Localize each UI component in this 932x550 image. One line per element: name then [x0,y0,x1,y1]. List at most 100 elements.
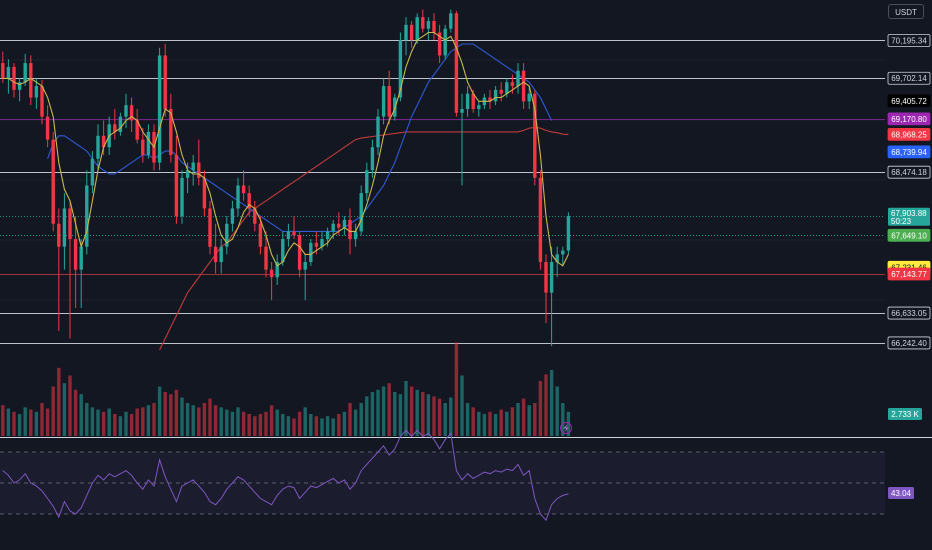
candle-body [516,70,520,87]
volume-bar [521,398,526,436]
volume-bar [432,396,436,436]
candle-body [269,269,274,278]
volume-bar [437,398,442,436]
volume-bar [376,389,380,436]
candle [141,128,145,163]
candle-body [314,242,319,247]
volume-bar [40,403,44,436]
volume-bar [398,394,403,436]
candle-body [40,86,44,117]
volume-bar [146,405,151,436]
price-label-text: 67,649.10 [891,231,927,240]
chart-grid [0,59,885,301]
volume-bar [460,375,464,436]
price-label: 70,195.34 [887,34,931,47]
candle [286,223,291,247]
volume-bar [225,409,229,436]
volume-label: 2.733 K [888,408,922,420]
candle [23,53,27,87]
volume-bar [62,383,67,436]
volume-bar [264,411,268,436]
candle-body [409,24,414,41]
horizontal-lines[interactable] [0,40,885,344]
price-label-text: 69,170.80 [891,115,927,124]
price-label-bg [887,127,931,141]
candle-body [208,208,212,247]
volume-bar [202,403,207,436]
volume-bar [258,414,263,436]
ma-mid-line [47,43,553,232]
candle-body [325,231,330,240]
volume-bar [253,416,257,436]
volume-bar [426,394,431,436]
volume-bar [219,407,223,436]
candle [544,254,548,324]
volume-bar [493,414,498,436]
candle-body [505,82,509,94]
volume-bar [443,403,447,436]
candle-body [129,105,134,121]
volume-bar [325,416,330,436]
volume-bar [90,407,95,436]
volume-bar [57,367,61,436]
price-label: 68,474.18 [887,165,931,179]
candle [40,79,44,125]
price-label: 66,633.05 [887,306,931,320]
volume-bar [107,408,111,436]
candle [185,162,190,194]
lightning-icon[interactable] [560,422,572,434]
candle [79,239,83,308]
candle-body [510,82,515,87]
candle [29,55,33,106]
volume-bar [292,418,296,436]
volume-bar [331,418,335,436]
candle-body [51,139,55,224]
volume-bar [73,389,78,436]
candle [90,151,95,194]
candle-body [359,193,363,232]
candle-body [421,17,425,29]
candle [561,246,565,266]
price-label-text: 68,474.18 [891,168,927,177]
rsi-path [2,429,569,522]
volume-bar [337,414,341,436]
price-label-bg [887,71,931,85]
candle-body [230,208,235,224]
volume-bar [365,396,369,436]
candle-body [437,32,442,56]
candle-body [124,105,128,117]
candle-body [241,185,246,194]
price-label-bg [887,145,931,159]
candle [51,131,55,232]
rsi-label-text: 43.04 [891,489,912,498]
candle-body [101,135,106,148]
volume-bar [157,386,162,436]
candle-body [286,231,291,240]
candle [426,17,431,41]
volume-bar [471,407,475,436]
candle [527,86,531,109]
currency-button[interactable]: USDT [888,4,924,19]
candle-body [381,86,386,117]
candle [370,139,375,178]
price-label: 67,143.77 [887,267,931,281]
price-label-bg [887,34,931,47]
candle-body [118,116,123,132]
candle-body [23,63,27,83]
volume-bar [213,405,218,436]
volume-bar [488,411,492,436]
volume-bar [566,411,571,436]
candle-body [342,219,347,228]
candle [421,9,425,33]
volume-bar [6,408,11,436]
candle [118,112,123,136]
candle-body [555,254,559,263]
candle-body [521,70,526,102]
price-label-text: 68,739.94 [891,148,927,157]
volume-bar [533,403,537,436]
volume-bar [538,381,543,436]
candle [538,170,543,270]
candle-body [258,223,263,247]
candle [124,93,128,129]
